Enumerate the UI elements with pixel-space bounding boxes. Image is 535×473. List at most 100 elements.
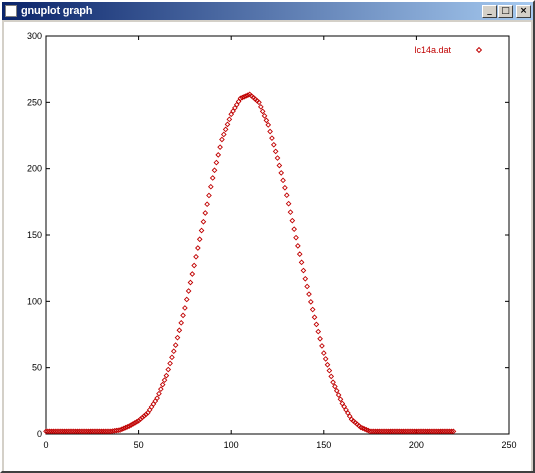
data-point — [206, 192, 212, 199]
title-bar[interactable]: gnuplot graph _ □ × — [2, 2, 533, 20]
data-point — [156, 390, 162, 397]
data-point — [282, 184, 288, 191]
data-point — [50, 428, 57, 435]
data-point — [137, 416, 144, 422]
data-point — [270, 141, 277, 148]
tick-labels: 0 50 100 150 200 250 0 50 100 150 200 250 300 — [27, 31, 517, 450]
data-point — [169, 354, 175, 361]
x-tick-label: 250 — [501, 440, 516, 450]
data-point — [441, 428, 448, 435]
data-point — [326, 367, 333, 374]
data-point — [83, 428, 90, 435]
data-point — [295, 243, 301, 249]
data-point — [424, 428, 431, 435]
data-point — [204, 201, 210, 208]
data-point — [69, 428, 75, 435]
data-point — [141, 413, 147, 419]
x-tick-label: 50 — [134, 440, 144, 450]
data-point — [291, 226, 298, 232]
data-point — [269, 135, 275, 141]
data-point — [428, 428, 435, 435]
data-point — [132, 420, 138, 426]
data-point — [437, 428, 444, 435]
data-point — [98, 428, 105, 435]
data-point — [57, 428, 64, 435]
y-tick-label: 0 — [37, 429, 42, 439]
data-point — [172, 342, 179, 348]
data-point — [102, 428, 109, 435]
axes-frame — [45, 35, 510, 435]
data-point — [48, 428, 55, 435]
data-point — [435, 428, 442, 435]
data-point — [274, 155, 281, 161]
data-point — [404, 428, 410, 435]
y-tick-label: 150 — [27, 230, 42, 240]
data-point — [287, 209, 294, 216]
data-point — [406, 428, 412, 435]
data-point — [380, 428, 386, 435]
data-point — [78, 428, 85, 435]
data-point — [370, 428, 377, 435]
data-point — [378, 428, 385, 435]
data-point — [135, 417, 142, 424]
data-point — [182, 305, 188, 311]
data-point — [324, 361, 331, 368]
x-tick-label: 0 — [43, 440, 48, 450]
data-point — [398, 428, 405, 435]
data-point — [256, 99, 262, 106]
data-point — [104, 428, 110, 435]
data-point — [422, 428, 429, 435]
data-point — [376, 428, 383, 435]
data-point — [80, 428, 86, 435]
data-point — [300, 267, 307, 274]
data-point — [330, 379, 336, 386]
data-point — [396, 428, 403, 435]
data-point — [293, 234, 299, 241]
gnuplot-app-icon[interactable] — [5, 5, 17, 17]
tick-marks — [45, 35, 510, 435]
data-point — [317, 335, 323, 342]
data-point — [263, 117, 270, 124]
y-tick-label: 200 — [27, 164, 42, 174]
data-point — [278, 170, 285, 176]
data-point — [374, 428, 381, 435]
data-point — [119, 426, 125, 433]
data-point — [93, 428, 99, 435]
data-point — [191, 262, 197, 269]
data-point — [215, 152, 222, 158]
data-point — [89, 428, 96, 435]
data-point — [43, 428, 49, 435]
data-point — [133, 418, 140, 425]
data-point — [333, 387, 340, 394]
data-point — [372, 428, 379, 435]
data-point — [161, 377, 168, 383]
data-point — [163, 372, 170, 379]
gnuplot-chart: 0 50 100 150 200 250 0 50 100 150 200 250 300 lc14a.… — [27, 31, 517, 450]
data-point — [276, 162, 283, 169]
data-point — [143, 411, 149, 418]
plot-area: 0 50 100 150 200 250 0 50 100 150 200 250 300 lc14a.… — [4, 22, 531, 471]
data-point — [289, 217, 296, 224]
data-point — [217, 144, 223, 151]
maximize-button[interactable]: □ — [498, 4, 513, 18]
data-point — [67, 428, 73, 435]
data-point — [46, 428, 53, 435]
data-point — [70, 428, 77, 435]
data-point — [439, 428, 446, 435]
data-point — [332, 383, 338, 390]
x-tick-label: 200 — [409, 440, 424, 450]
data-point — [196, 236, 203, 243]
plot-border — [45, 35, 510, 435]
data-point — [306, 291, 312, 298]
data-points — [43, 91, 457, 435]
data-point — [222, 126, 229, 133]
data-point — [272, 148, 279, 155]
data-point — [56, 428, 62, 435]
data-point — [82, 428, 88, 435]
data-point — [335, 392, 342, 398]
close-button[interactable]: × — [516, 4, 531, 18]
minimize-button[interactable]: _ — [482, 4, 497, 18]
data-point — [226, 116, 233, 123]
data-point — [200, 218, 207, 225]
